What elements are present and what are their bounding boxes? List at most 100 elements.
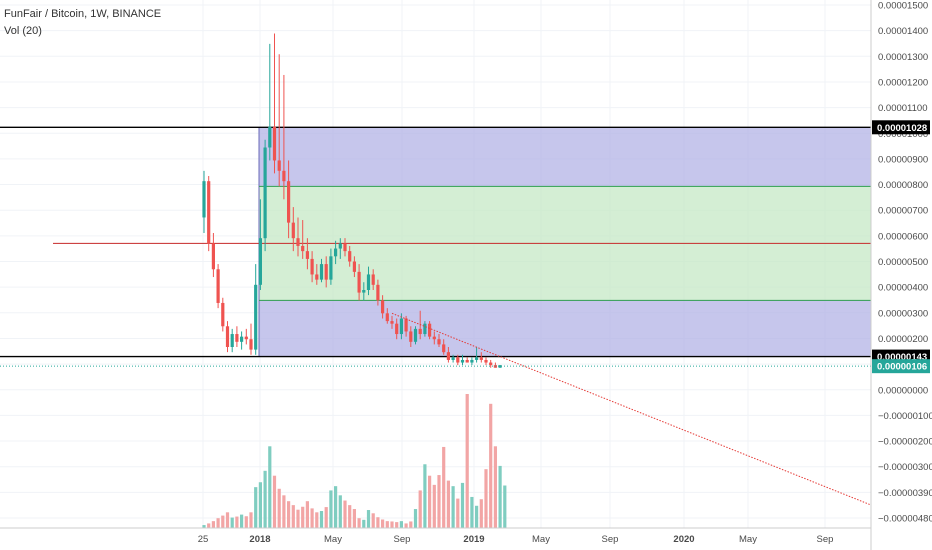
candle-body xyxy=(413,328,418,342)
price-axis[interactable]: 0.00001500 0.00001400 0.00001300 0.00001200… xyxy=(878,1,932,525)
chart-legend: FunFair / Bitcoin, 1W, BINANCE Vol (20) xyxy=(4,6,161,40)
time-tick-label: May xyxy=(739,534,757,545)
price-tick-label: 0.00000900 xyxy=(878,154,928,165)
blue-zone xyxy=(259,127,871,187)
candle-body xyxy=(385,313,389,322)
time-tick-label: 2019 xyxy=(463,534,484,545)
candle-body xyxy=(451,357,455,360)
volume-bar xyxy=(287,501,291,528)
volume-bar xyxy=(240,514,244,528)
volume-bar xyxy=(470,496,474,528)
blue-zone xyxy=(259,300,871,357)
price-tick-label: 0.00000200 xyxy=(878,334,928,345)
time-tick-label: 2020 xyxy=(673,534,694,545)
candle-body xyxy=(235,334,239,342)
candle-body xyxy=(399,318,403,335)
candle-body xyxy=(366,274,371,290)
volume-indicator-label[interactable]: Vol (20) xyxy=(4,25,42,37)
candle-body xyxy=(390,321,394,324)
time-tick-label: May xyxy=(324,534,342,545)
volume-bar xyxy=(428,475,432,528)
time-axis[interactable]: 25 2018 May Sep 2019 May Sep 2020 May Sep xyxy=(198,534,834,545)
candle-body xyxy=(287,181,291,223)
candle-body xyxy=(207,181,211,244)
volume-bar xyxy=(404,523,408,528)
volume-bar xyxy=(319,511,324,528)
volume-bar xyxy=(479,499,483,528)
time-tick-label: Sep xyxy=(817,534,834,545)
volume-bar xyxy=(366,510,371,528)
volume-bar xyxy=(258,482,262,528)
volume-bar xyxy=(207,523,211,528)
volume-bar xyxy=(348,505,352,528)
volume-bar xyxy=(338,495,342,528)
candle-body xyxy=(305,251,309,259)
candle-body xyxy=(428,323,432,337)
candle-body xyxy=(456,357,460,363)
candle-body xyxy=(230,334,234,347)
candle-body xyxy=(460,359,465,363)
volume-bar xyxy=(315,512,319,528)
volume-bar xyxy=(423,464,427,528)
price-tick-label: 0.00001300 xyxy=(878,52,928,63)
candle-body xyxy=(484,359,488,363)
volume-bar xyxy=(225,512,230,528)
candle-body xyxy=(334,248,338,257)
candle-body xyxy=(202,181,206,218)
volume-bar xyxy=(395,522,399,528)
volume-bar xyxy=(503,485,507,528)
volume-bar xyxy=(301,506,305,528)
candle-body xyxy=(498,365,502,368)
candle-body xyxy=(216,269,220,303)
volume-bar xyxy=(211,521,215,528)
volume-bar xyxy=(460,482,465,528)
volume-bar xyxy=(277,488,281,528)
volume-bar xyxy=(437,475,441,528)
price-tick-label: 0.00000800 xyxy=(878,180,928,191)
volume-bar xyxy=(202,525,206,528)
volume-bar xyxy=(296,509,300,528)
volume-bar xyxy=(498,465,502,528)
volume-bar xyxy=(357,518,361,528)
volume-bar xyxy=(409,521,413,528)
candle-body xyxy=(442,344,446,353)
candle-body xyxy=(479,357,483,360)
candle-body xyxy=(240,336,244,342)
volume-bar xyxy=(489,403,493,528)
candle-body xyxy=(291,222,295,239)
time-tick-label: Sep xyxy=(602,534,619,545)
volume-bar xyxy=(254,487,258,528)
time-tick-label: 25 xyxy=(198,534,209,545)
candle-body xyxy=(409,331,413,342)
volume-bar xyxy=(451,486,455,528)
candle-body xyxy=(362,290,366,293)
volume-bar xyxy=(475,505,479,528)
candle-body xyxy=(371,274,375,285)
candle-body xyxy=(263,147,267,239)
price-tick-label: 0.00001500 xyxy=(878,1,928,12)
price-tick-label: 0.00000300 xyxy=(878,308,928,319)
volume-bar xyxy=(381,519,385,528)
candle-body xyxy=(268,126,272,148)
time-tick-label: May xyxy=(532,534,550,545)
candle-body xyxy=(258,238,262,285)
candle-body xyxy=(446,352,450,360)
volume-bar xyxy=(456,498,460,528)
volume-bar xyxy=(272,475,277,528)
price-tag-label: 0.00000143 xyxy=(877,352,927,363)
trend-line[interactable] xyxy=(391,312,872,506)
candle-body xyxy=(432,336,436,340)
price-tick-label: 0.00001200 xyxy=(878,77,928,88)
volume-bar xyxy=(362,519,366,528)
volume-bar xyxy=(310,508,314,528)
candle-body xyxy=(404,318,408,332)
candle-body xyxy=(301,245,305,252)
candle-body xyxy=(418,328,422,335)
overlay-lines xyxy=(0,312,872,506)
volume-bar xyxy=(221,515,225,528)
volume-bar xyxy=(282,495,286,528)
price-tick-label: 0.00000400 xyxy=(878,283,928,294)
symbol-title[interactable]: FunFair / Bitcoin, 1W, BINANCE xyxy=(4,8,162,20)
